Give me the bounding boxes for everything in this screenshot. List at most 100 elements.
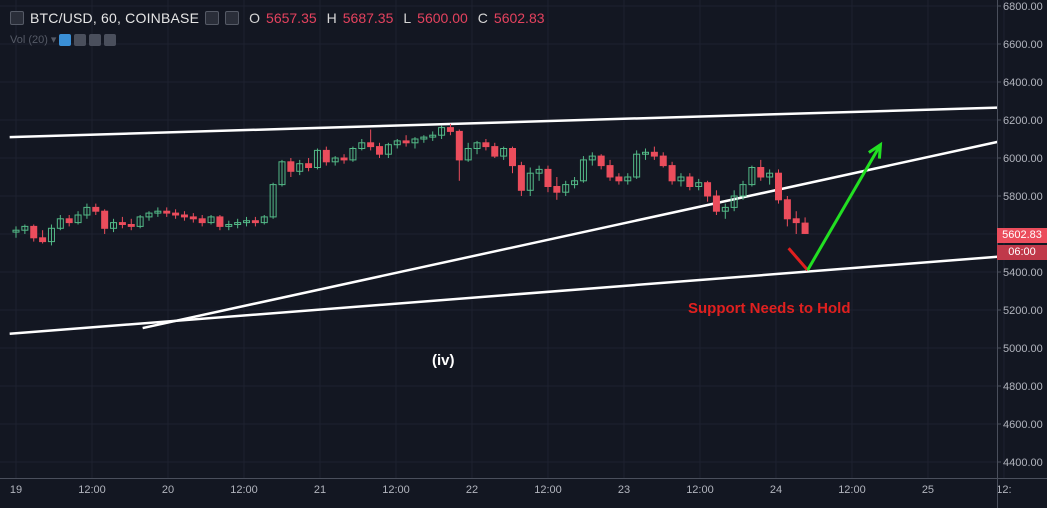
candle-body xyxy=(393,140,401,146)
projection-down-line xyxy=(787,247,809,272)
candle-body xyxy=(757,167,765,178)
y-tick-label: 4800.00 xyxy=(1003,381,1043,393)
candle-body xyxy=(163,210,171,214)
candle-body xyxy=(686,176,694,187)
candle-body xyxy=(438,127,446,136)
x-tick-label: 12:00 xyxy=(838,484,866,496)
plus-icon[interactable] xyxy=(89,33,102,46)
y-tick-label: 6800.00 xyxy=(1003,1,1043,13)
y-tick-label: 5400.00 xyxy=(1003,267,1043,279)
candle-body xyxy=(21,225,29,231)
candle-body xyxy=(47,227,55,243)
candle-body xyxy=(473,142,481,150)
candle-body xyxy=(500,148,508,157)
candle-body xyxy=(145,212,153,218)
candle-body xyxy=(384,144,392,155)
candle-body xyxy=(792,218,800,224)
candle-body xyxy=(287,161,295,172)
x-tick-label: 12:00 xyxy=(230,484,258,496)
x-tick-label: 19 xyxy=(10,484,22,496)
candle-body xyxy=(464,148,472,161)
candle-body xyxy=(588,155,596,161)
candle-body xyxy=(154,210,162,214)
candle-body xyxy=(801,222,809,234)
eye-icon[interactable] xyxy=(205,11,220,25)
settings-icon[interactable] xyxy=(74,33,87,46)
y-tick-label: 5200.00 xyxy=(1003,305,1043,317)
candle-body xyxy=(774,172,782,201)
candle-body xyxy=(606,165,614,178)
candle-body xyxy=(526,172,534,191)
candle-body xyxy=(562,184,570,193)
candle-body xyxy=(695,182,703,187)
candle-body xyxy=(650,151,658,157)
candle-body xyxy=(30,225,38,239)
candle-body xyxy=(615,176,623,182)
candle-body xyxy=(92,206,100,212)
chevron-down-icon[interactable]: ▾ xyxy=(50,34,57,46)
candle-body xyxy=(198,218,206,224)
symbol-label[interactable]: BTC/USD, 60, COINBASE xyxy=(30,10,200,26)
candle-body xyxy=(624,176,632,182)
eye-icon[interactable] xyxy=(59,33,72,46)
candle-body xyxy=(269,184,277,218)
x-tick-label: 12: xyxy=(996,484,1011,496)
trendline xyxy=(9,106,998,139)
candle-body xyxy=(429,134,437,138)
y-tick-label: 6400.00 xyxy=(1003,77,1043,89)
candle-body xyxy=(579,159,587,182)
candle-body xyxy=(535,168,543,174)
candle-body xyxy=(322,149,330,163)
candle-body xyxy=(172,212,180,216)
candle-body xyxy=(597,155,605,167)
x-tick-label: 24 xyxy=(770,484,782,496)
y-tick-label: 5800.00 xyxy=(1003,191,1043,203)
low-label: L xyxy=(403,10,412,26)
candle-body xyxy=(721,206,729,212)
wave-label: (iv) xyxy=(432,352,455,369)
close-icon[interactable] xyxy=(104,33,117,46)
candle-body xyxy=(642,151,650,155)
candle-body xyxy=(420,136,428,140)
candle-body xyxy=(65,218,73,224)
candle-body xyxy=(402,140,410,144)
candle-body xyxy=(234,222,242,226)
candle-body xyxy=(260,216,268,224)
x-tick-label: 23 xyxy=(618,484,630,496)
candle-body xyxy=(509,148,517,167)
candle-body xyxy=(127,224,135,227)
y-tick-label: 5000.00 xyxy=(1003,343,1043,355)
close-value: 5602.83 xyxy=(493,10,545,26)
y-tick-label: 6600.00 xyxy=(1003,39,1043,51)
candle-body xyxy=(446,127,454,132)
candle-body xyxy=(677,176,685,182)
candle-body xyxy=(313,149,321,168)
volume-label[interactable]: Vol (20) xyxy=(10,33,48,46)
collapse-icon[interactable] xyxy=(10,11,24,25)
candle-body xyxy=(739,184,747,197)
candle-body xyxy=(659,155,667,167)
high-value: 5687.35 xyxy=(342,10,394,26)
candle-body xyxy=(571,180,579,186)
open-value: 5657.35 xyxy=(266,10,317,26)
x-tick-label: 12:00 xyxy=(534,484,562,496)
candle-body xyxy=(748,167,756,186)
support-annotation: Support Needs to Hold xyxy=(688,300,851,317)
trendline xyxy=(9,255,998,335)
candle-body xyxy=(136,216,144,227)
high-label: H xyxy=(326,10,337,26)
candle-body xyxy=(730,195,738,208)
candle-body xyxy=(83,206,91,216)
settings-icon[interactable] xyxy=(225,11,240,25)
candle-body xyxy=(517,165,525,191)
candle-body xyxy=(455,130,463,161)
chart-legend: BTC/USD, 60, COINBASE O 5657.35 H 5687.35 … xyxy=(10,10,545,26)
candle-body xyxy=(376,146,384,155)
candle-body xyxy=(482,142,490,148)
candle-body xyxy=(180,214,188,218)
candle-body xyxy=(766,172,774,178)
x-tick-label: 25 xyxy=(922,484,934,496)
candle-body xyxy=(216,216,224,227)
